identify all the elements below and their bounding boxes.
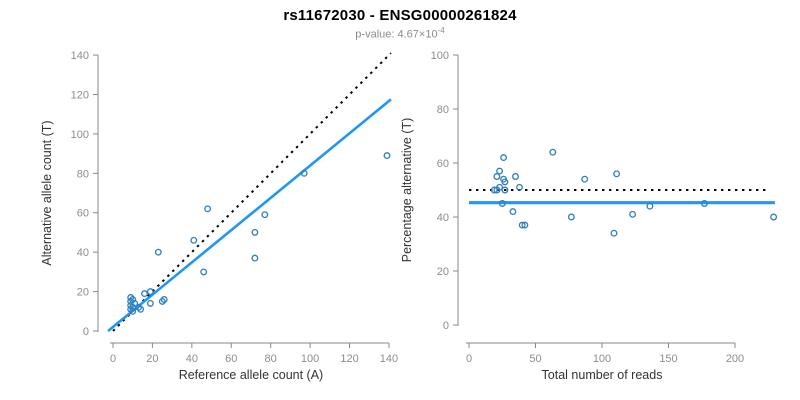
y-tick-label: 60 [77, 208, 89, 220]
y-tick-label: 140 [71, 50, 89, 62]
data-point [127, 305, 135, 313]
y-tick-label: 100 [431, 50, 449, 62]
data-point [567, 213, 575, 221]
data-point [251, 254, 259, 262]
data-point [300, 169, 308, 177]
data-point [496, 167, 504, 175]
x-tick-label: 80 [265, 353, 277, 365]
data-point [251, 228, 259, 236]
data-point [493, 173, 501, 180]
y-tick-label: 80 [437, 104, 449, 116]
data-point [500, 154, 508, 162]
y-tick-label: 60 [437, 158, 449, 170]
pvalue-label: p-value: 4.67×10 [355, 28, 438, 41]
y-tick-label: 100 [71, 129, 89, 141]
data-point [512, 173, 519, 180]
x-tick-label: 20 [146, 353, 158, 365]
data-point [549, 148, 557, 156]
y-axis-label: Alternative allele count (T) [40, 120, 54, 265]
data-point [646, 202, 654, 210]
data-point [496, 183, 504, 191]
data-point [629, 210, 637, 218]
identity-line [112, 52, 392, 332]
pvalue-exponent: -4 [437, 26, 445, 35]
data-point [190, 236, 198, 244]
y-tick-label: 20 [77, 287, 89, 299]
x-tick-label: 40 [186, 353, 198, 365]
y-tick-label: 80 [77, 168, 89, 180]
data-point [135, 303, 143, 311]
y-tick-label: 20 [437, 266, 449, 278]
y-tick-label: 40 [437, 212, 449, 224]
x-tick-label: 120 [340, 353, 358, 365]
data-point [613, 170, 621, 178]
data-point [261, 211, 269, 219]
chart-subtitle: p-value: 4.67×10-4 [0, 26, 800, 41]
data-point [127, 301, 135, 309]
chart-title: rs11672030 - ENSG00000261824 [283, 7, 517, 24]
data-point [158, 297, 166, 305]
data-point [516, 183, 523, 191]
data-point [498, 200, 506, 207]
data-point [137, 305, 145, 313]
data-point [383, 152, 391, 160]
data-point [146, 299, 154, 307]
data-point [581, 175, 589, 183]
y-tick-label: 0 [83, 326, 89, 338]
x-tick-label: 60 [225, 353, 237, 365]
y-tick-label: 0 [443, 320, 449, 332]
data-point [610, 229, 618, 237]
data-point [127, 294, 135, 301]
x-tick-label: 0 [466, 353, 472, 365]
x-axis-label: Total number of reads [542, 368, 663, 382]
data-point [700, 200, 708, 207]
x-tick-label: 0 [110, 353, 116, 365]
x-tick-label: 50 [529, 353, 541, 365]
data-point [521, 221, 529, 229]
data-point [160, 296, 168, 303]
data-point [490, 186, 498, 194]
data-point [501, 178, 509, 186]
y-axis-label: Percentage alternative (T) [400, 118, 414, 263]
x-tick-label: 100 [301, 353, 319, 365]
data-point [204, 205, 212, 213]
x-tick-label: 150 [659, 353, 677, 365]
y-tick-label: 120 [71, 89, 89, 101]
regression-line [107, 98, 392, 333]
x-tick-label: 100 [593, 353, 611, 365]
data-point [146, 288, 154, 296]
x-axis-label: Reference allele count (A) [179, 368, 324, 382]
data-point [509, 208, 517, 216]
data-point [501, 186, 509, 194]
x-tick-label: 140 [380, 353, 398, 365]
x-tick-label: 200 [726, 353, 744, 365]
data-point [200, 268, 208, 276]
data-point [129, 307, 137, 315]
data-point [770, 213, 778, 221]
data-point [141, 290, 148, 298]
y-tick-label: 40 [77, 247, 89, 259]
data-point [518, 221, 526, 229]
data-point [154, 248, 162, 256]
